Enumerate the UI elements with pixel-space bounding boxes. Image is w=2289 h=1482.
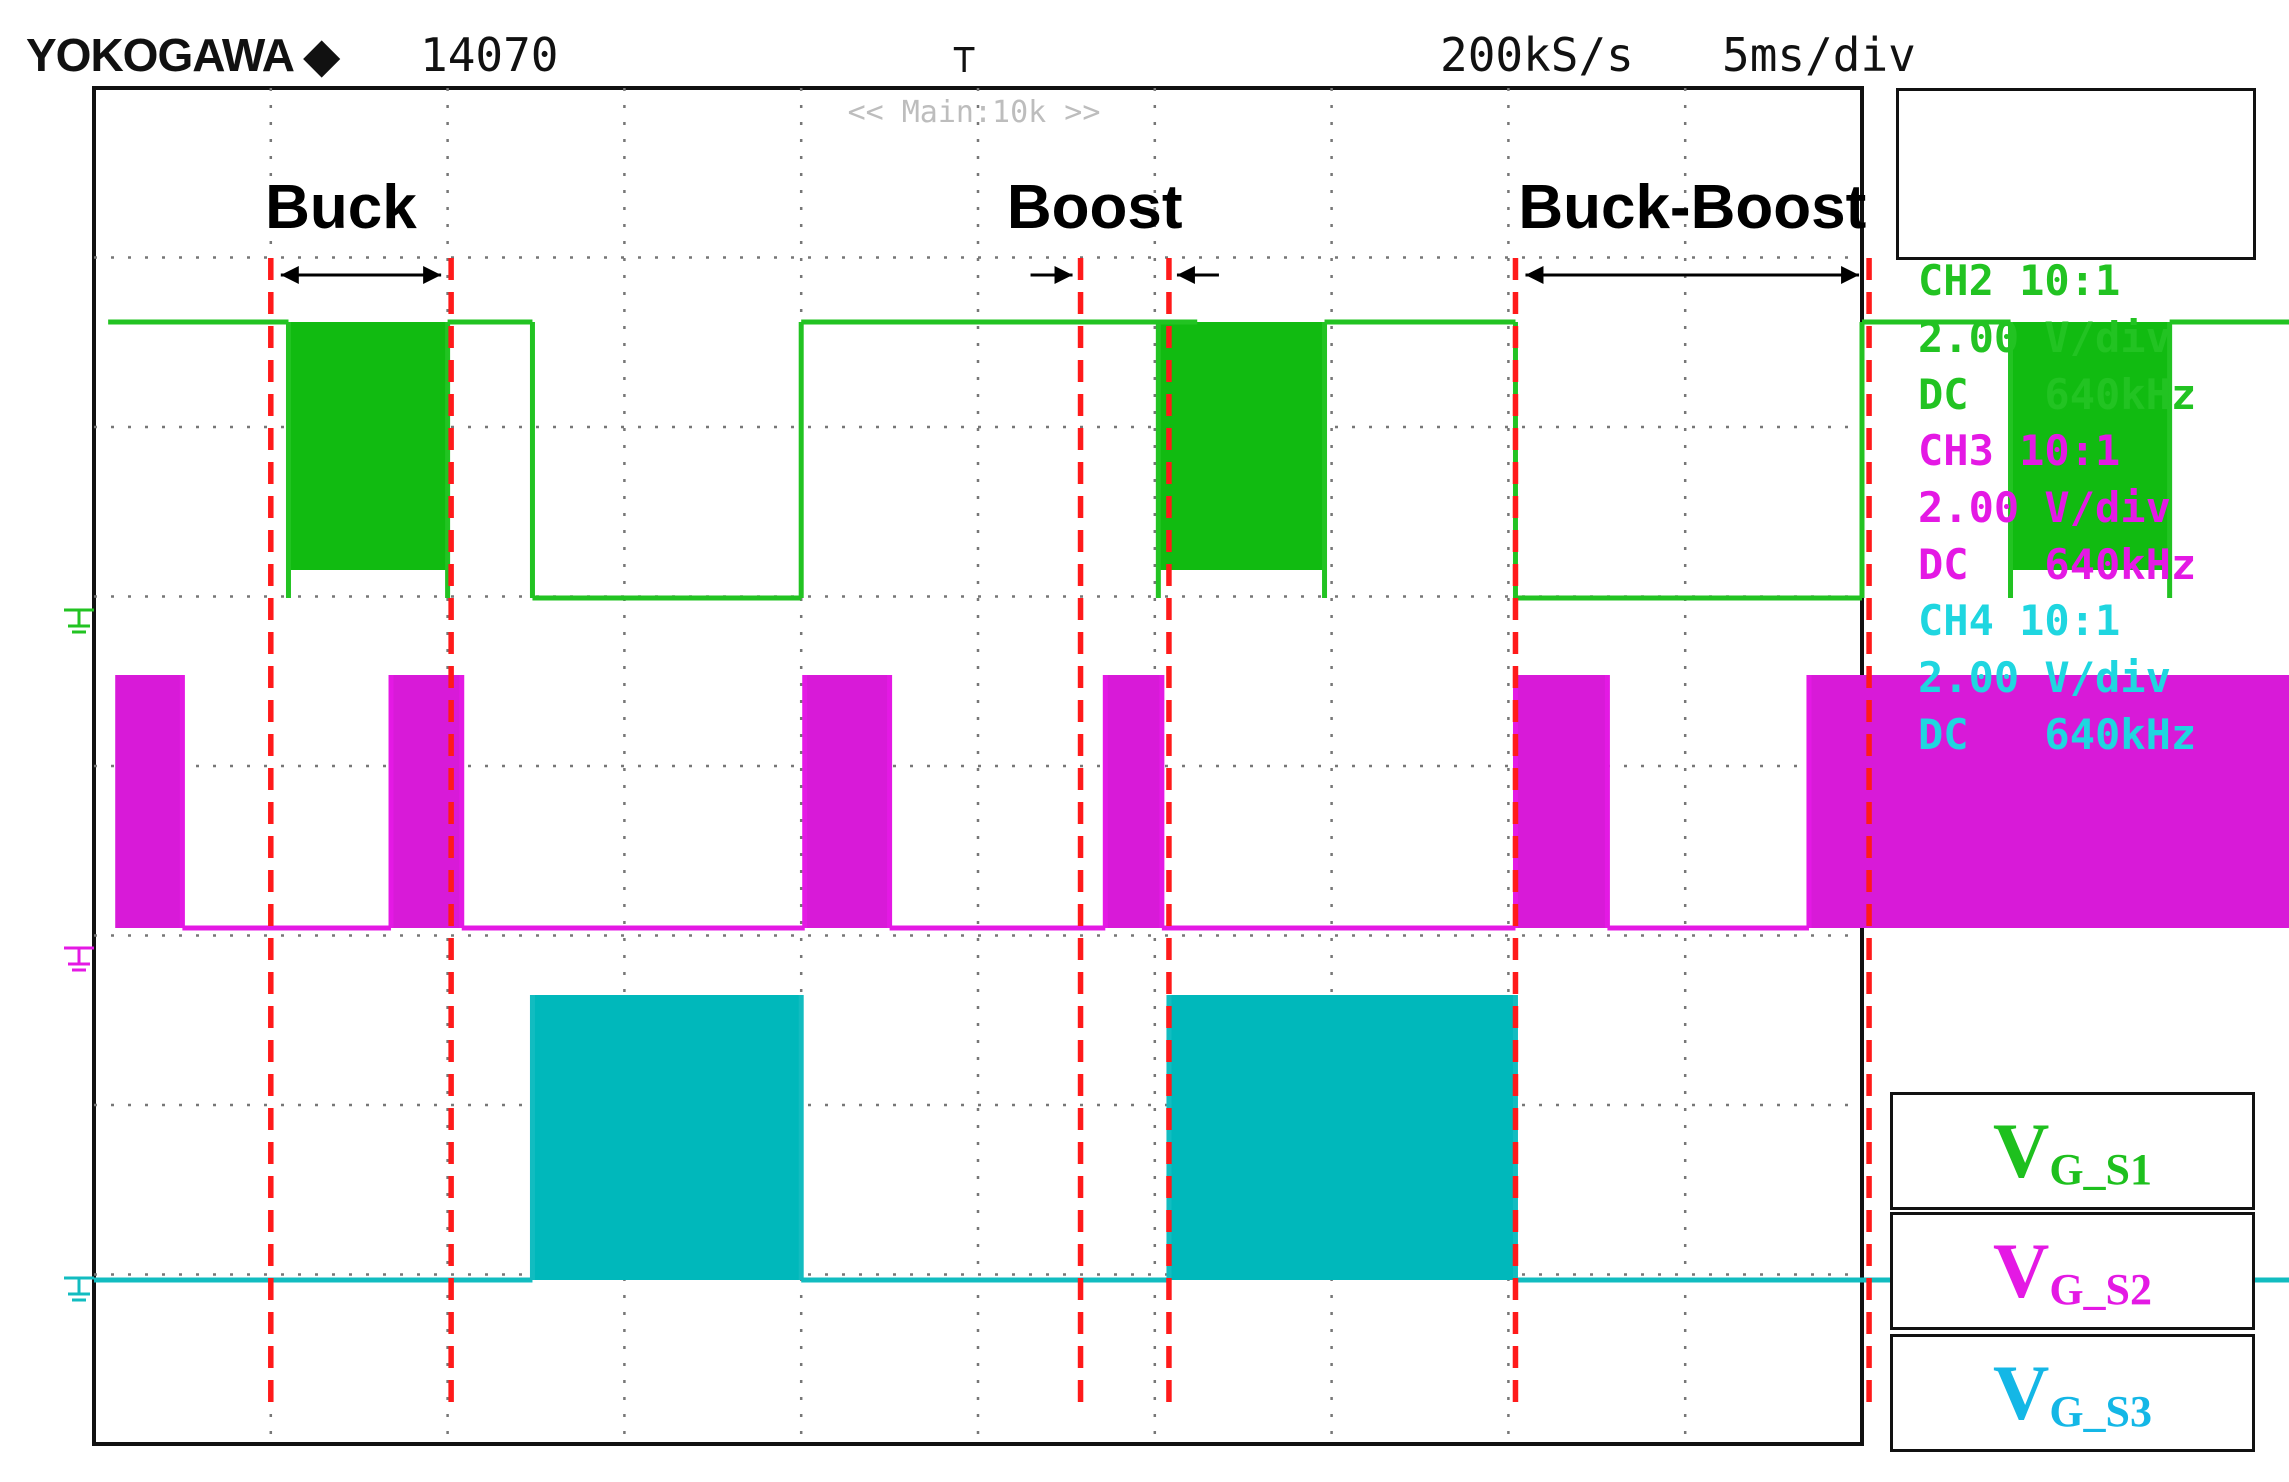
channel-info-vdiv: 2.00 V/div [1918, 313, 2171, 362]
channel-info-cpl: DC 640kHz [1918, 370, 2197, 419]
ground-marker-icon [64, 1276, 94, 1302]
legend-label-main: V [1992, 1227, 2050, 1314]
buckboost-arrow-head [1841, 266, 1860, 284]
boost-arrow-head [1054, 266, 1073, 284]
pwm-burst [288, 322, 448, 570]
mode-markers [268, 258, 1872, 1410]
buckboost-arrow-head [1525, 266, 1544, 284]
mode-label: Buck-Boost [1518, 173, 1866, 242]
pwm-burst [1158, 322, 1325, 570]
mode-label: Boost [1007, 173, 1183, 242]
pwm-burst [115, 675, 183, 928]
pwm-burst [804, 675, 890, 928]
trace-line [94, 995, 2289, 1283]
ground-marker-icon [64, 608, 94, 634]
buck-arrow-head [280, 266, 299, 284]
trace-ch2 [64, 319, 2289, 634]
pwm-burst [1808, 675, 2289, 928]
channel-info-vdiv: 2.00 V/div [1918, 483, 2171, 532]
legend-item-vgs3: V G_S3 [1890, 1334, 2255, 1452]
legend-item-vgs2: V G_S2 [1890, 1212, 2255, 1330]
record-length: 14070 [420, 28, 559, 82]
sample-rate: 200kS/s [1440, 28, 1634, 82]
grid [92, 86, 1864, 1446]
buck-arrow-head [423, 266, 442, 284]
time-per-division: 5ms/div [1722, 28, 1916, 82]
trace-line [179, 675, 1812, 931]
trace-ch4 [64, 995, 2289, 1302]
trigger-icon: ⊤ [952, 36, 977, 82]
legend-item-vgs1: V G_S1 [1890, 1092, 2255, 1210]
channel-info-name: CH2 10:1 [1918, 256, 2121, 305]
legend-label-main: V [1992, 1107, 2050, 1194]
info-panel-blank [1896, 88, 2256, 260]
boost-arrow-head [1176, 266, 1195, 284]
pwm-burst [1168, 995, 1516, 1280]
pwm-burst [1105, 675, 1162, 928]
legend-label-sub: G_S2 [2049, 1264, 2153, 1314]
legend-label-main: V [1992, 1349, 2050, 1436]
brand-text: YOKOGAWA [26, 29, 295, 81]
waveform-traces [64, 319, 2289, 1302]
channel-info-name: CH4 10:1 [1918, 596, 2121, 645]
channel-info-vdiv: 2.00 V/div [1918, 653, 2171, 702]
brand-diamond-icon: ◆ [304, 29, 339, 81]
legend-label-sub: G_S3 [2049, 1386, 2153, 1436]
brand-name: YOKOGAWA ◆ [26, 28, 339, 82]
pwm-burst [2010, 322, 2170, 570]
trace-line [108, 319, 2289, 601]
channel-info-cpl: DC 640kHz [1918, 540, 2197, 589]
ground-marker-icon [64, 946, 94, 972]
pwm-burst [532, 995, 802, 1280]
mode-labels: Buck Boost Buck-Boost [265, 173, 1866, 284]
channel-info-name: CH3 10:1 [1918, 426, 2121, 475]
zoom-indicator: << Main:10k >> [848, 95, 1101, 130]
mode-label: Buck [265, 173, 417, 242]
channel-info-cpl: DC 640kHz [1918, 710, 2197, 759]
pwm-burst [1515, 675, 1608, 928]
legend-label-sub: G_S1 [2049, 1144, 2153, 1194]
trace-ch3 [64, 675, 2289, 972]
